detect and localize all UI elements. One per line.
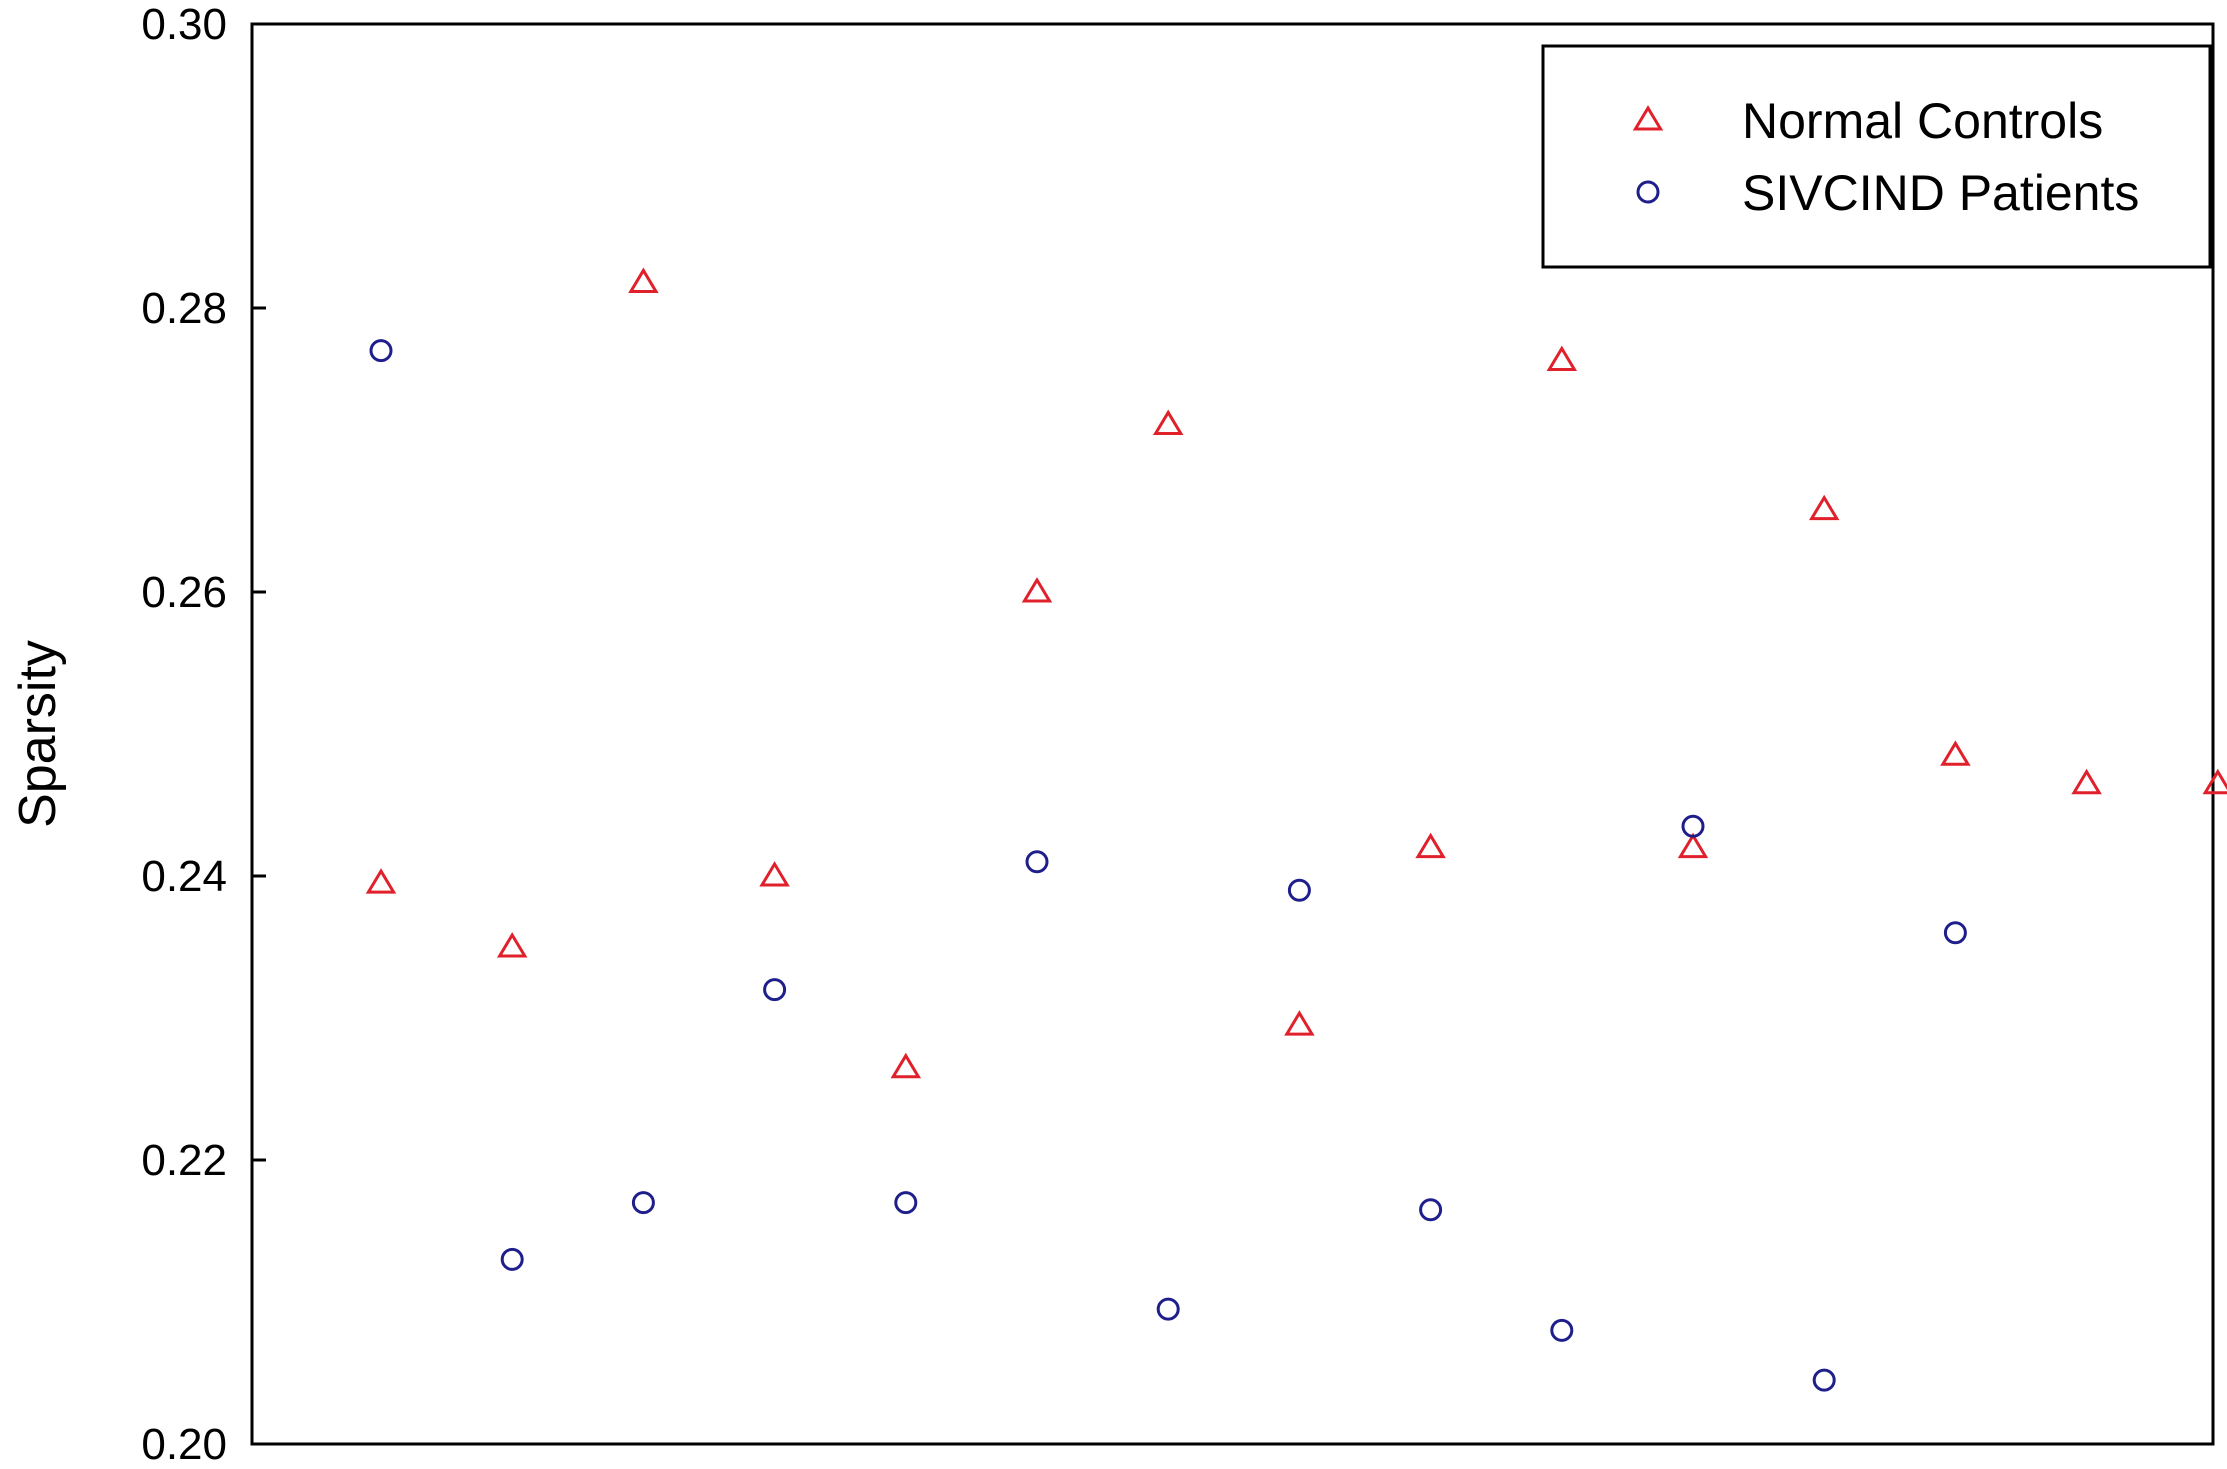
sivcind-patients-point bbox=[631, 1191, 655, 1215]
sivcind-patients-point bbox=[1419, 1198, 1443, 1222]
sivcind-patients-point bbox=[763, 978, 787, 1002]
normal-controls-point bbox=[1415, 832, 1446, 859]
legend: Normal Controls SIVCIND Patients bbox=[1541, 44, 2212, 269]
normal-controls-point bbox=[1546, 345, 1578, 372]
sivcind-patients-point bbox=[894, 1191, 918, 1215]
legend-label: Normal Controls bbox=[1742, 93, 2103, 149]
normal-controls-point bbox=[1284, 1010, 1315, 1036]
sivcind-patients-point bbox=[1025, 850, 1049, 874]
sivcind-patients-point bbox=[1287, 878, 1311, 902]
normal-controls-point bbox=[1940, 740, 1971, 766]
y-tick-label: 0.28 bbox=[141, 284, 227, 333]
y-tick-label: 0.30 bbox=[141, 0, 227, 49]
normal-controls-point bbox=[1677, 832, 1709, 859]
normal-controls-point bbox=[1808, 494, 1840, 521]
y-tick-label: 0.20 bbox=[141, 1420, 227, 1469]
legend-circle-icon bbox=[1636, 180, 1660, 204]
y-tick-label: 0.26 bbox=[141, 568, 227, 617]
sivcind-patients-point bbox=[500, 1247, 524, 1271]
normal-controls-point bbox=[759, 861, 790, 887]
normal-controls-point bbox=[496, 932, 528, 958]
sivcind-patients-point bbox=[1943, 921, 1967, 945]
data-points bbox=[365, 267, 2227, 1392]
y-tick-label: 0.22 bbox=[141, 1136, 227, 1185]
sivcind-patients-point bbox=[1156, 1297, 1180, 1321]
normal-controls-point bbox=[890, 1052, 922, 1079]
sivcind-patients-point bbox=[1812, 1368, 1836, 1392]
legend-box bbox=[1541, 44, 2212, 269]
sivcind-patients-point bbox=[369, 339, 393, 363]
normal-controls-point bbox=[2071, 768, 2102, 795]
y-axis-title: Sparsity bbox=[9, 640, 67, 828]
sivcind-patients-point bbox=[1550, 1318, 1574, 1342]
normal-controls-point bbox=[1152, 409, 1184, 435]
y-axis: 0.20 0.22 0.24 0.26 0.28 0.30 bbox=[141, 0, 266, 1469]
normal-controls-point bbox=[365, 868, 397, 894]
sivcind-patients-point bbox=[1681, 814, 1705, 838]
normal-controls-point bbox=[2202, 768, 2227, 795]
y-tick-label: 0.24 bbox=[141, 852, 227, 901]
plot-frame bbox=[250, 22, 2215, 1446]
normal-controls-point bbox=[1021, 577, 1053, 603]
normal-controls-point bbox=[628, 267, 659, 293]
legend-label: SIVCIND Patients bbox=[1742, 165, 2139, 221]
legend-triangle-icon bbox=[1632, 105, 1664, 131]
